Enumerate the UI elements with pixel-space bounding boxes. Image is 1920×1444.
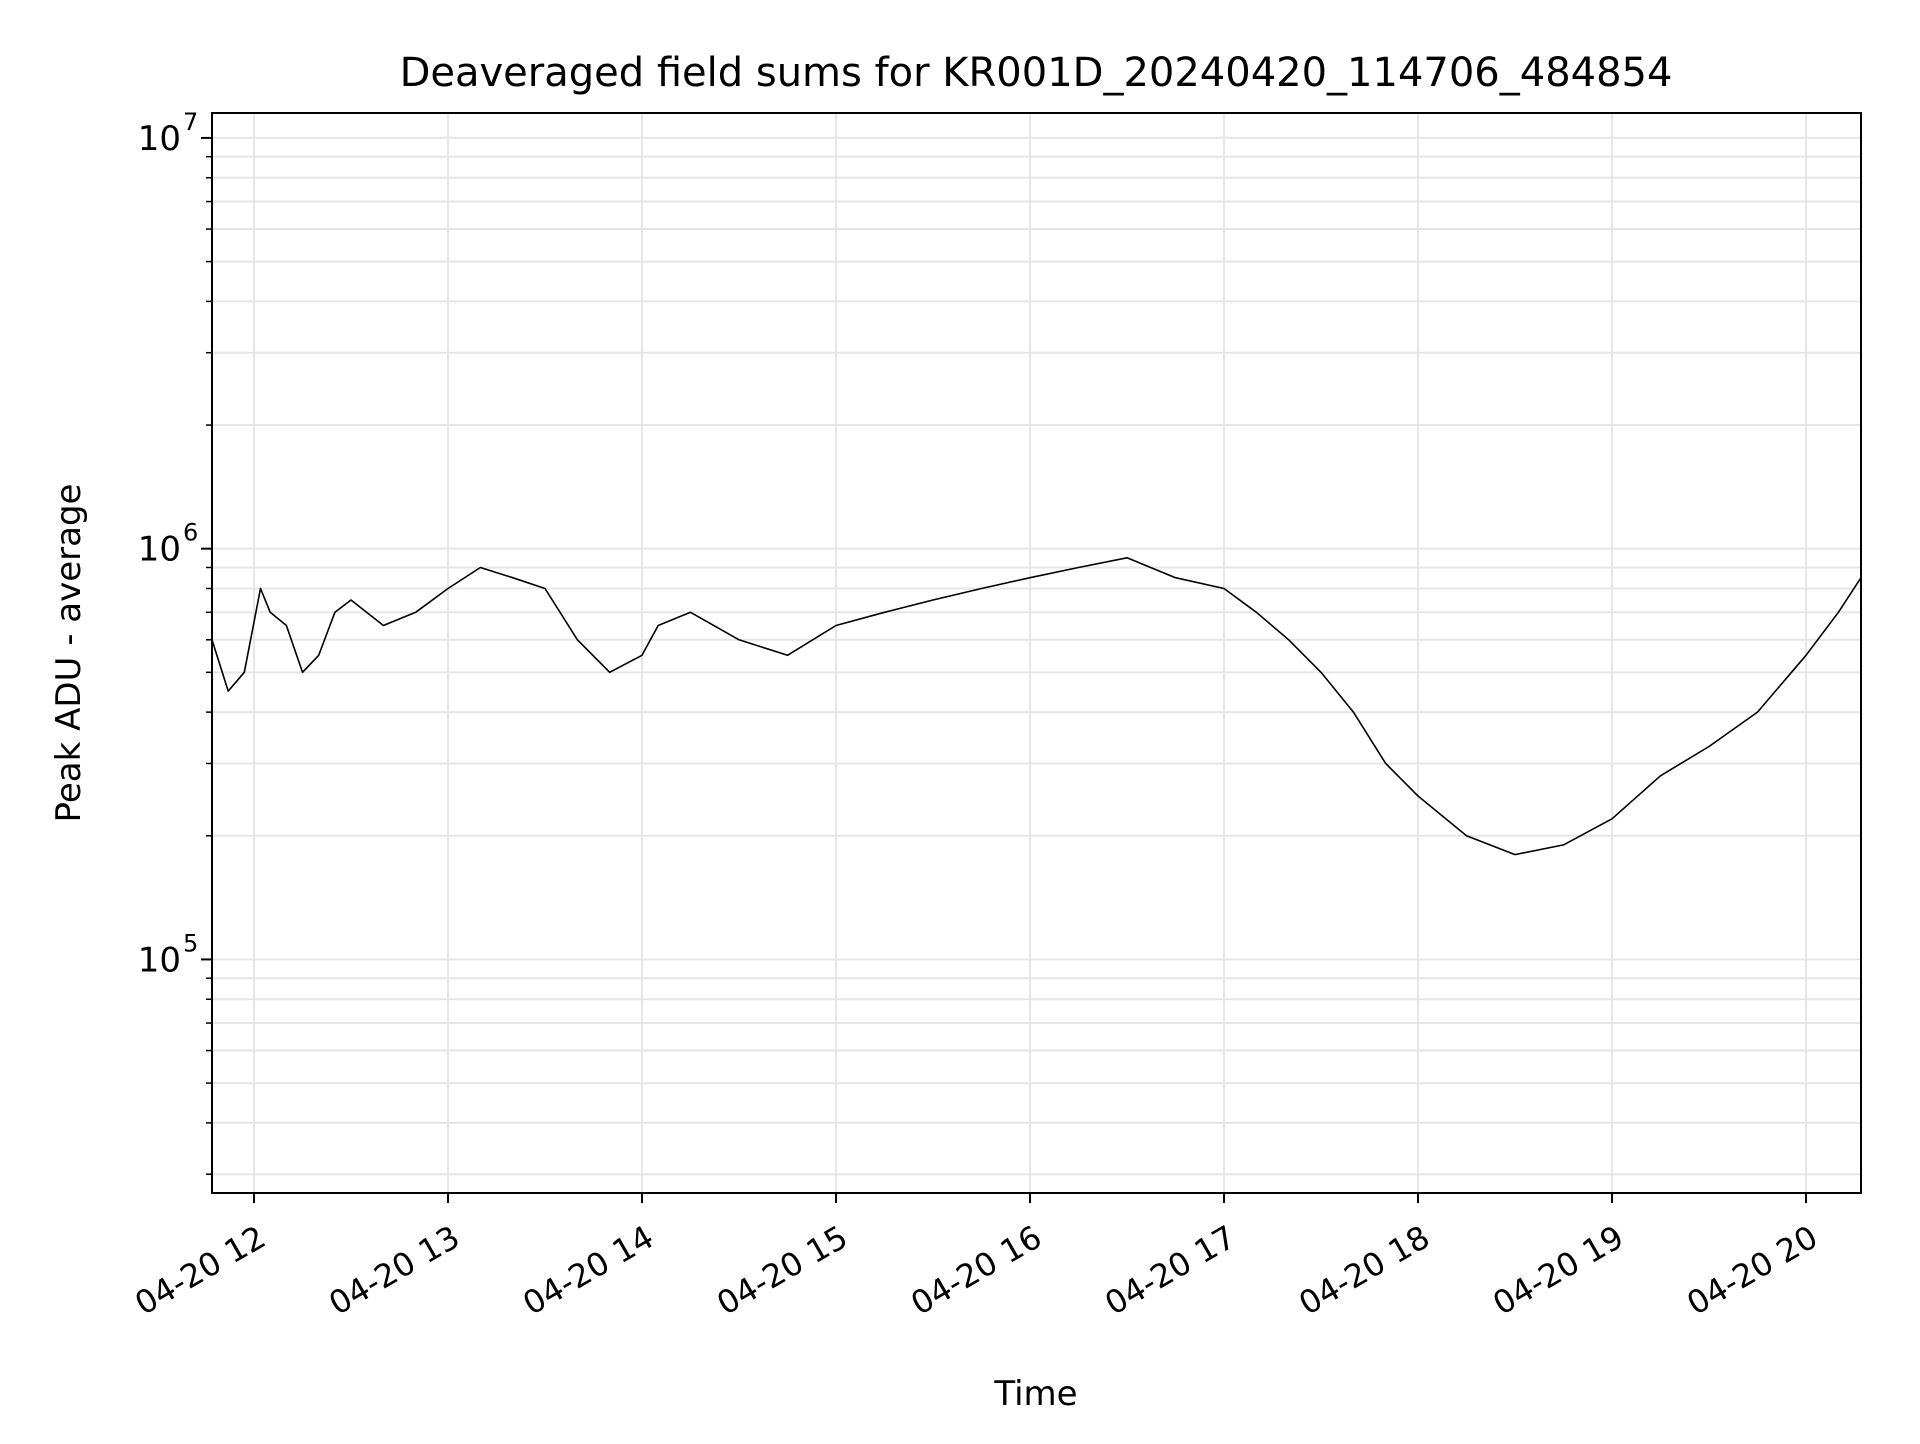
y-tick-label-exponent: 5 [183,929,198,957]
y-tick-label: 10 [138,119,181,159]
y-tick-label-exponent: 7 [183,108,198,136]
grid [212,113,1861,1193]
series-layer [211,556,1862,856]
x-axis-label: Time [993,1374,1077,1414]
y-tick-label: 10 [138,940,181,980]
y-axis-label: Peak ADU - average [49,484,89,823]
plot-frame [211,112,1862,1194]
y-tick-label-exponent: 6 [183,519,198,547]
chart-title: Deaveraged field sums for KR001D_2024042… [400,50,1673,96]
y-tick-label: 10 [138,530,181,570]
series-line [211,556,1862,856]
